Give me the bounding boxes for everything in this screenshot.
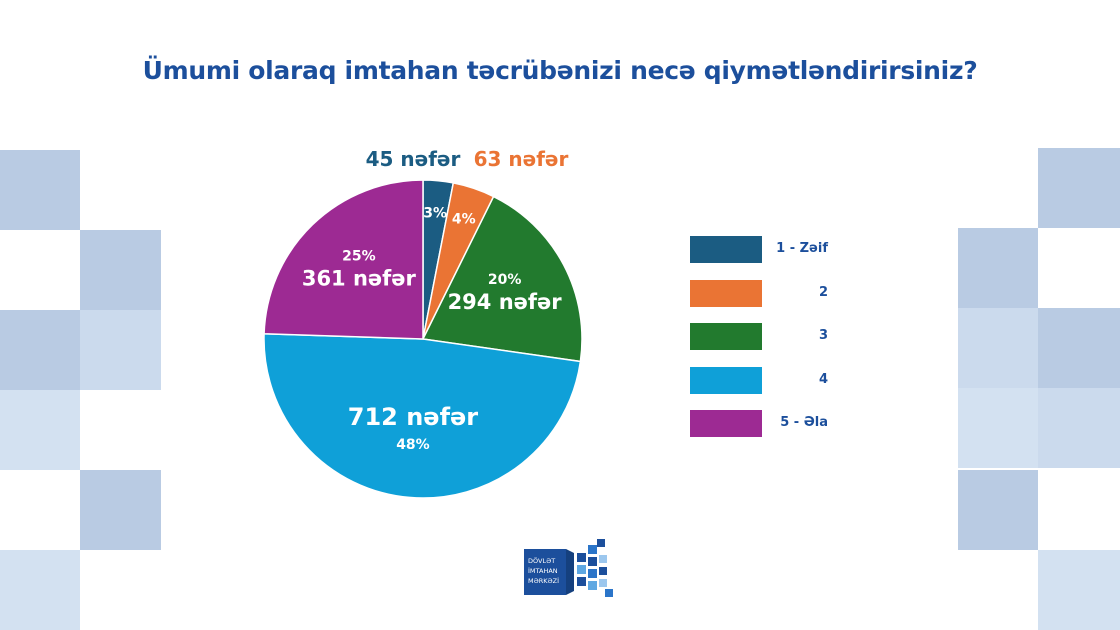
pie-slice-3: [421, 195, 583, 363]
svg-text:DÖVLƏT: DÖVLƏT: [528, 556, 555, 565]
legend: 1 - Zəif 2 3 4 5 - Əla: [690, 236, 840, 454]
legend-item-1: 1 - Zəif: [690, 236, 840, 280]
svg-text:MƏRKƏZİ: MƏRKƏZİ: [528, 576, 559, 585]
legend-label: 3: [818, 328, 828, 343]
legend-label: 1 - Zəif: [776, 241, 828, 256]
legend-item-4: 4: [690, 366, 840, 411]
dim-logo: DÖVLƏT İMTAHAN MƏRKƏZİ: [522, 539, 614, 605]
slice-percent-label-4: 48%: [396, 437, 430, 453]
chart-title: Ümumi olaraq imtahan təcrübənizi necə qi…: [142, 56, 978, 85]
slice-count-label-3: 294 nəfər: [448, 290, 563, 314]
svg-text:İMTAHAN: İMTAHAN: [528, 566, 558, 575]
slice-count-label-5: 361 nəfər: [302, 267, 417, 291]
slice-percent-label-1: 3%: [423, 205, 447, 221]
legend-swatch: [690, 410, 762, 437]
legend-label: 2: [818, 284, 828, 300]
pie-slice-5: [263, 179, 424, 340]
slice-outside-count-label-2: 63 nəfər: [474, 147, 569, 171]
legend-label: 4: [818, 371, 828, 387]
legend-swatch: [690, 279, 762, 307]
legend-swatch: [690, 236, 762, 263]
legend-item-3: 3: [690, 323, 840, 367]
legend-label: 5 - Əla: [780, 415, 828, 430]
pie-slice-4: [263, 332, 582, 499]
legend-item-5: 5 - Əla: [690, 410, 840, 454]
slice-percent-label-3: 20%: [488, 272, 522, 288]
legend-item-2: 2: [690, 279, 840, 324]
logo-book-icon: [524, 549, 566, 595]
slice-outside-count-label-1: 45 nəfər: [366, 147, 461, 171]
legend-swatch: [690, 323, 762, 350]
slice-percent-label-5: 25%: [342, 249, 376, 265]
slice-count-label-4: 712 nəfər: [348, 403, 479, 431]
decor-right: [958, 148, 1120, 630]
slice-percent-label-2: 4%: [452, 211, 476, 227]
legend-swatch: [690, 366, 762, 394]
decor-left: [0, 150, 161, 630]
